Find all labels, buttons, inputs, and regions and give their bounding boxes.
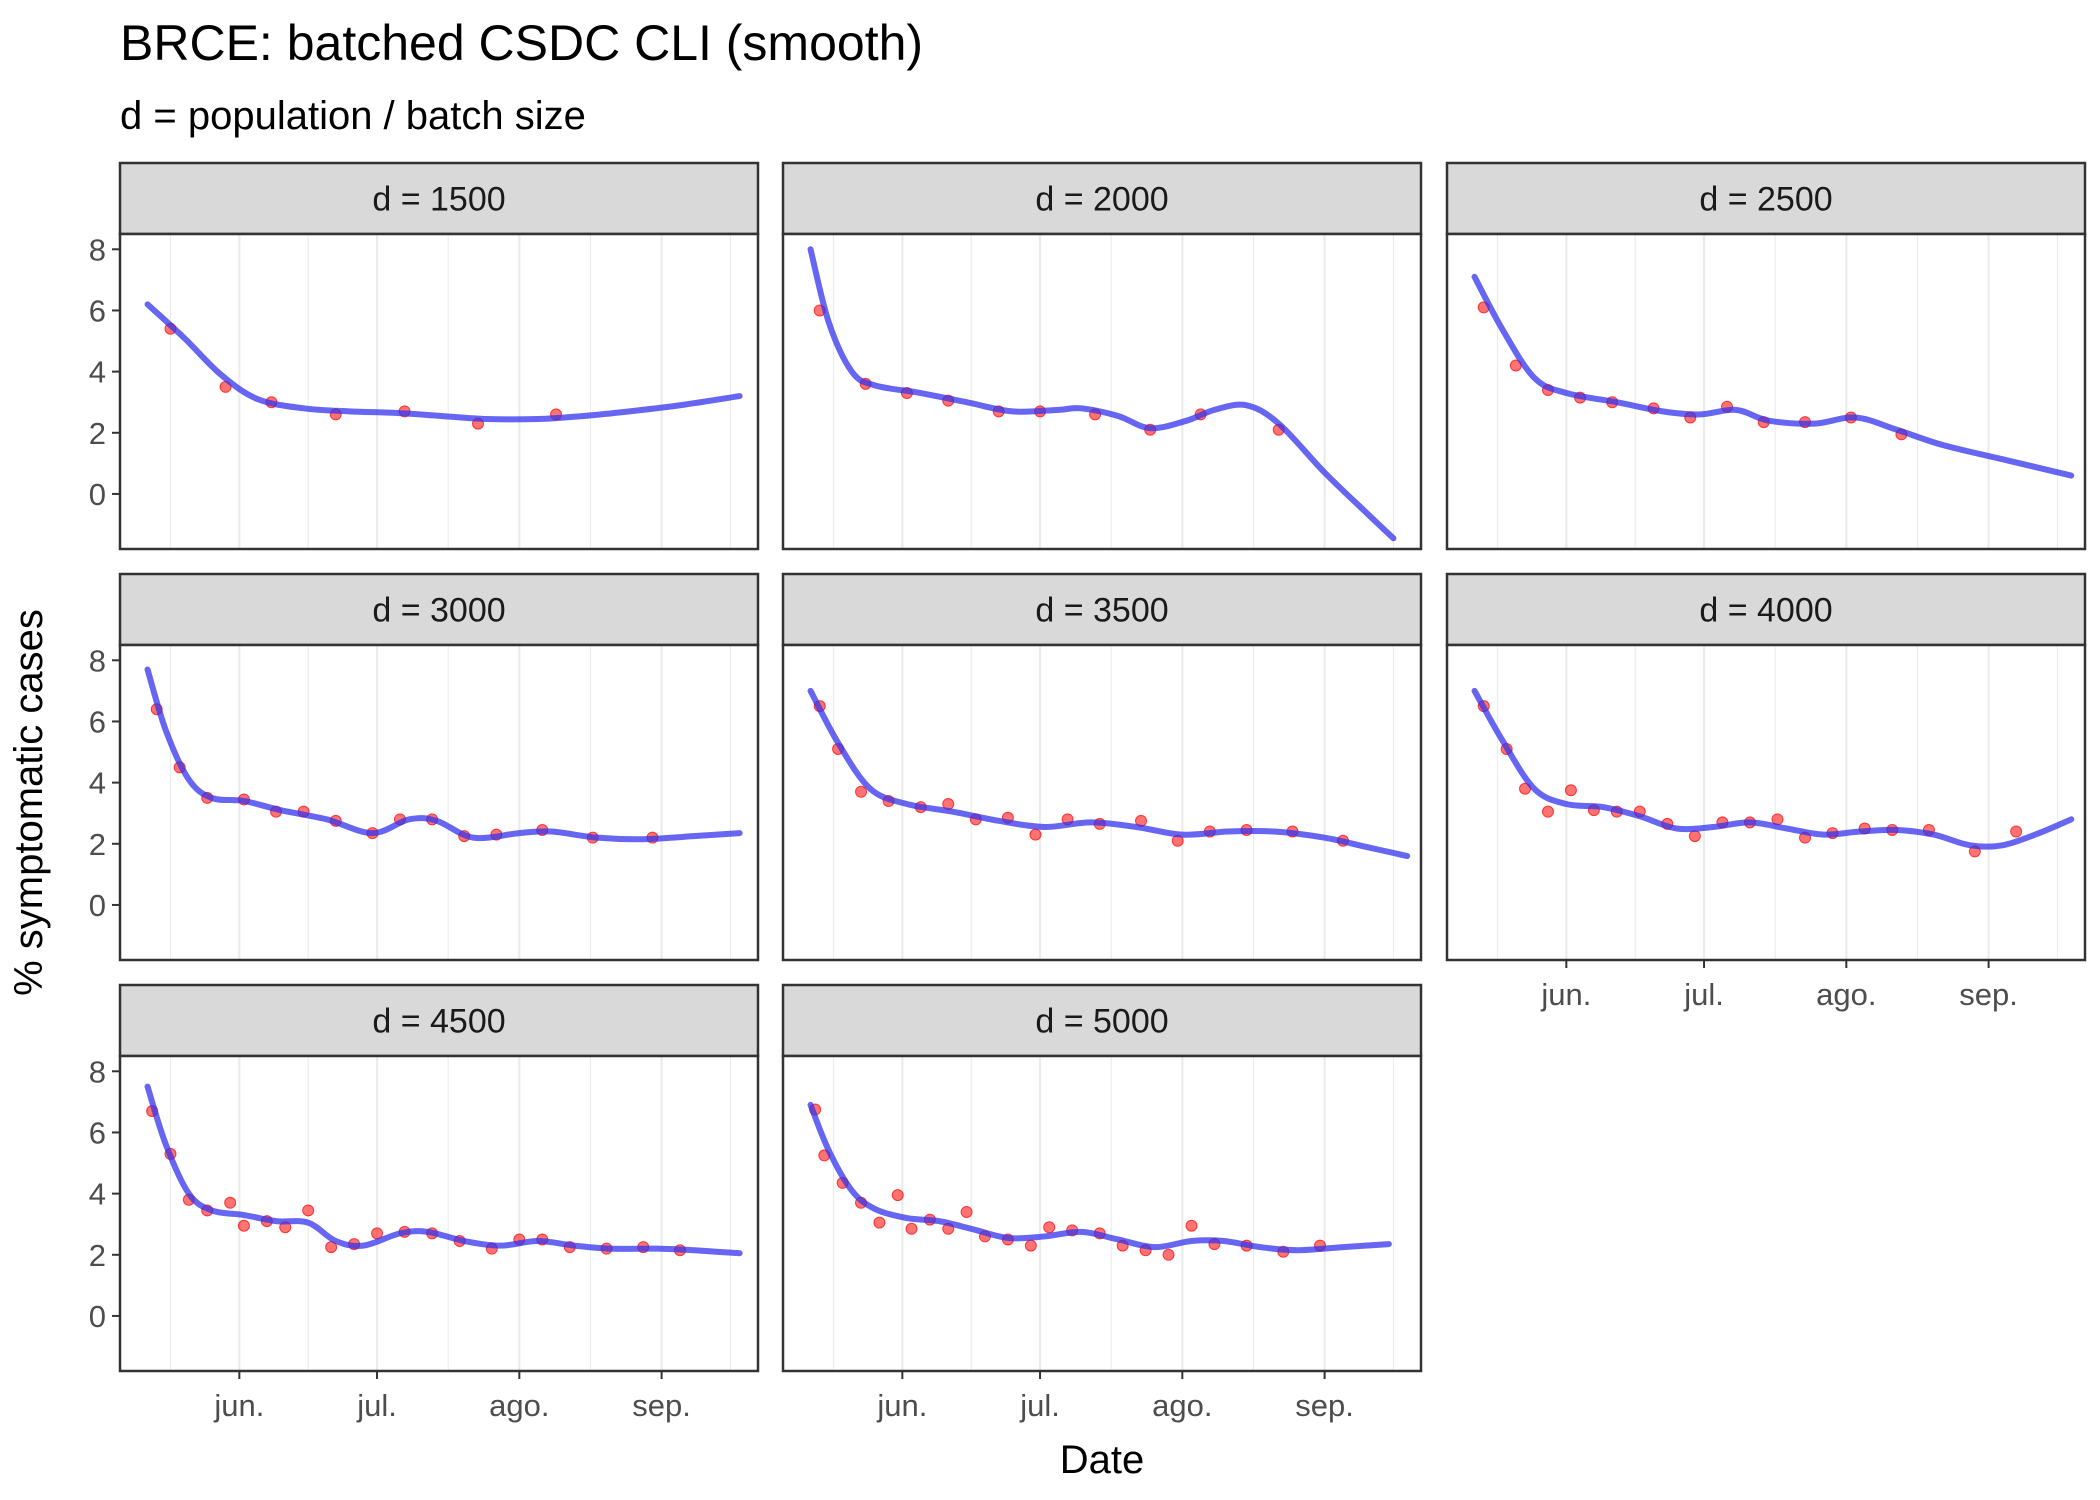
y-tick-label: 2 [89, 827, 106, 862]
facet-strip-label: d = 1500 [372, 181, 505, 219]
facet-strip-label: d = 3500 [1035, 592, 1168, 630]
smooth-line [1471, 273, 2075, 479]
facet-strip-label: d = 2000 [1035, 181, 1168, 219]
y-tick-label: 0 [89, 1299, 106, 1334]
panel-grid [169, 645, 732, 960]
x-tick-label: jun. [213, 1388, 264, 1423]
x-tick-label: jun. [876, 1388, 927, 1423]
y-tick-label: 8 [89, 232, 106, 267]
data-point [1185, 1219, 1198, 1232]
panel-grid [1496, 645, 2059, 960]
y-tick-label: 6 [89, 704, 106, 739]
smooth-line [807, 687, 1411, 860]
data-point [1688, 830, 1701, 843]
y-tick-label: 4 [89, 1177, 106, 1212]
data-point [237, 1219, 250, 1232]
y-tick-label: 8 [89, 643, 106, 678]
facet-strip-label: d = 4500 [372, 1003, 505, 1041]
facet-strip [781, 983, 1423, 1058]
data-point [905, 1222, 918, 1235]
facet-strip-label: d = 4000 [1699, 592, 1832, 630]
panel-grid [832, 234, 1395, 549]
smooth-line [144, 1083, 743, 1257]
chart-subtitle: d = population / batch size [120, 94, 586, 138]
y-tick-label: 0 [89, 477, 106, 512]
data-point [855, 785, 868, 798]
x-tick-label: sep. [632, 1388, 691, 1423]
x-tick-label: ago. [1816, 977, 1876, 1012]
x-tick-label: jul. [356, 1388, 397, 1423]
panel-grid [169, 234, 732, 549]
chart-title: BRCE: batched CSDC CLI (smooth) [120, 15, 924, 71]
panel-border [781, 1054, 1423, 1373]
y-tick-label: 4 [89, 766, 106, 801]
data-point [1541, 805, 1554, 818]
panel-border [781, 643, 1423, 962]
data-point [891, 1189, 904, 1202]
facet-panel-4: d = 3000 0 2 4 6 8 [89, 572, 760, 962]
y-tick-label: 0 [89, 888, 106, 923]
smooth-line [1471, 687, 2075, 850]
x-axis-title: Date [1060, 1438, 1145, 1482]
smooth-line [807, 1101, 1392, 1254]
data-point [1029, 828, 1042, 841]
data-point [1043, 1221, 1056, 1234]
x-tick-label: ago. [489, 1388, 549, 1423]
x-tick-label: sep. [1959, 977, 2018, 1012]
panel-grid [832, 1056, 1395, 1371]
panel-border [1445, 232, 2087, 551]
facet-strip-label: d = 2500 [1699, 181, 1832, 219]
facet-panel-2: d = 2000 [781, 161, 1423, 551]
panel-border [118, 643, 760, 962]
x-tick-label: jul. [1019, 1388, 1060, 1423]
facet-strip [781, 161, 1423, 236]
smooth-line [144, 666, 743, 843]
x-tick-label: ago. [1152, 1388, 1212, 1423]
facet-panel-8: d = 5000 jun. jul. ago. sep. [781, 983, 1423, 1423]
data-point [2010, 825, 2023, 838]
facet-strip-label: d = 5000 [1035, 1003, 1168, 1041]
y-tick-label: 6 [89, 293, 106, 328]
data-point [1162, 1248, 1175, 1261]
data-point [873, 1216, 886, 1229]
y-tick-label: 2 [89, 416, 106, 451]
panel-border [1445, 643, 2087, 962]
data-point [960, 1205, 973, 1218]
panel-border [118, 232, 760, 551]
panel-border [781, 232, 1423, 551]
panel-border [118, 1054, 760, 1373]
facet-panel-1: d = 1500 0 2 4 6 8 [89, 161, 760, 551]
facet-panel-6: d = 4000 jun. jul. ago. sep. [1445, 572, 2087, 1012]
y-tick-label: 8 [89, 1054, 106, 1089]
facet-panel-5: d = 3500 [781, 572, 1423, 962]
x-tick-label: jun. [1540, 977, 1591, 1012]
facet-strip [781, 572, 1423, 647]
data-point [302, 1204, 315, 1217]
facet-strip-label: d = 3000 [372, 592, 505, 630]
facet-panel-7: d = 4500 0 2 4 6 8 jun. jul. ago. sep. [89, 983, 760, 1423]
x-tick-label: sep. [1295, 1388, 1354, 1423]
data-point [1024, 1239, 1037, 1252]
y-tick-label: 2 [89, 1238, 106, 1273]
panel-background [783, 234, 1421, 549]
facet-strip [1445, 572, 2087, 647]
y-tick-label: 4 [89, 355, 106, 390]
x-tick-label: jul. [1683, 977, 1724, 1012]
smooth-line [144, 301, 743, 423]
facet-strip [1445, 161, 2087, 236]
data-point [1564, 784, 1577, 797]
smooth-line [807, 246, 1397, 542]
data-point [224, 1196, 237, 1209]
facet-panel-3: d = 2500 [1445, 161, 2087, 551]
y-tick-label: 6 [89, 1115, 106, 1150]
y-axis-title: % symptomatic cases [7, 609, 51, 996]
